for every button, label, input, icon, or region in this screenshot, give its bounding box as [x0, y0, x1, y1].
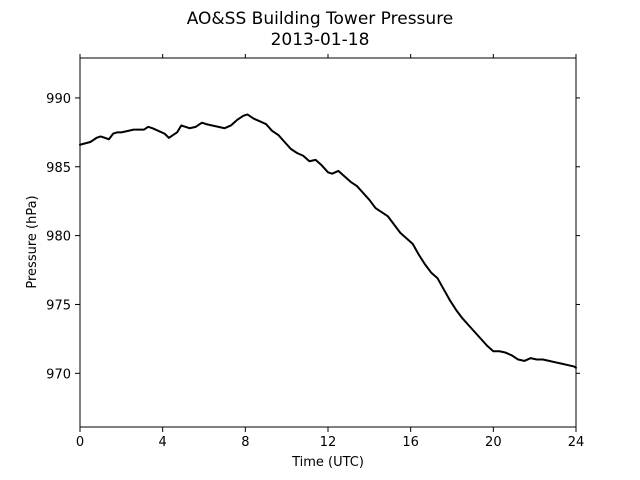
x-tick-label: 20: [485, 435, 502, 450]
x-tick-label: 16: [402, 435, 419, 450]
chart-title: AO&SS Building Tower Pressure: [187, 9, 454, 29]
plot-frame: [79, 57, 577, 428]
x-axis-label: Time (UTC): [291, 455, 364, 470]
x-tick-label: 8: [241, 435, 249, 450]
y-tick-label: 970: [46, 367, 71, 382]
y-tick-label: 975: [46, 298, 71, 313]
y-axis-label: Pressure (hPa): [25, 195, 40, 288]
y-tick-label: 990: [46, 92, 71, 107]
plot-area: 0 4 8 12 16 20 24 970 975 980 985 990: [46, 54, 584, 450]
x-tick-label: 12: [320, 435, 337, 450]
series-line-0: [79, 113, 577, 369]
x-tick-label: 0: [76, 435, 84, 450]
y-tick-label: 985: [46, 161, 71, 176]
chart-subtitle: 2013-01-18: [271, 30, 370, 50]
y-tick-label: 980: [46, 230, 71, 245]
x-tick-label: 24: [568, 435, 585, 450]
x-tick-label: 4: [159, 435, 167, 450]
